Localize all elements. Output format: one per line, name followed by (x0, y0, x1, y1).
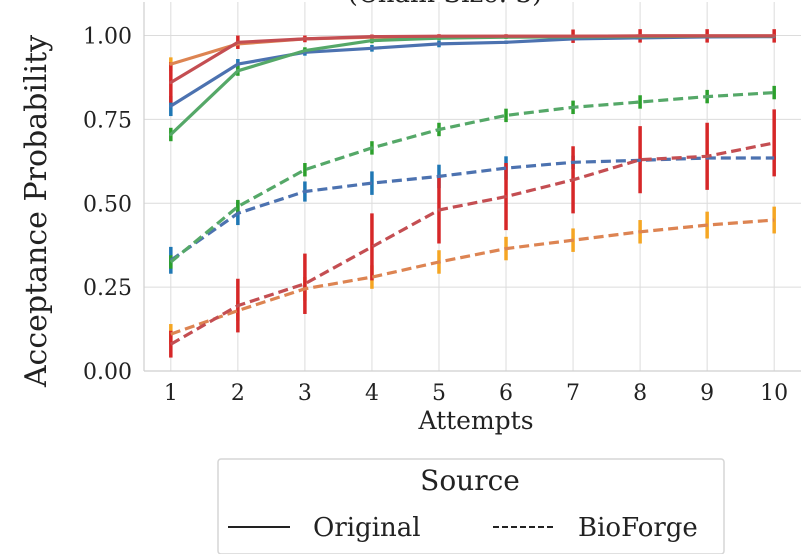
legend-box (217, 458, 725, 554)
grid-lines (144, 2, 801, 372)
series-line-bioforge (170, 141, 775, 346)
x-tick-label: 9 (700, 381, 714, 406)
tick-labels: 1 2 3 4 5 6 7 8 9 10 0.00 0.25 0.50 0.75 1.00 (83, 25, 788, 406)
legend-label-bioforge: BioForge (578, 513, 698, 543)
legend-title: Source (420, 464, 520, 497)
x-tick-label: 3 (298, 381, 312, 406)
series-line-original (169, 34, 776, 108)
x-tick-label: 8 (633, 381, 647, 406)
x-axis-label: Attempts (417, 406, 533, 435)
x-tick-label: 5 (432, 381, 446, 406)
x-tick-label: 6 (499, 381, 513, 406)
series-line-original (169, 34, 776, 85)
legend: Source Original BioForge (217, 458, 725, 554)
chart-title: (Chain Size: 3) (348, 0, 543, 9)
x-tick-label: 1 (164, 381, 178, 406)
x-tick-label: 10 (760, 381, 788, 406)
x-tick-label: 4 (365, 381, 379, 406)
y-tick-label: 0.50 (83, 192, 132, 217)
legend-label-original: Original (313, 513, 421, 543)
series-line-bioforge (169, 91, 775, 264)
axes (143, 2, 801, 372)
x-tick-label: 2 (231, 381, 245, 406)
series-lines (169, 34, 776, 346)
series-line-bioforge (170, 218, 775, 336)
series-line-bioforge (169, 156, 775, 262)
x-tick-label: 7 (566, 381, 580, 406)
y-tick-label: 0.75 (83, 108, 132, 133)
y-axis-label: Acceptance Probability (19, 35, 54, 388)
y-tick-label: 0.25 (83, 276, 132, 301)
y-tick-label: 0.00 (83, 360, 132, 385)
y-tick-label: 1.00 (83, 25, 132, 50)
